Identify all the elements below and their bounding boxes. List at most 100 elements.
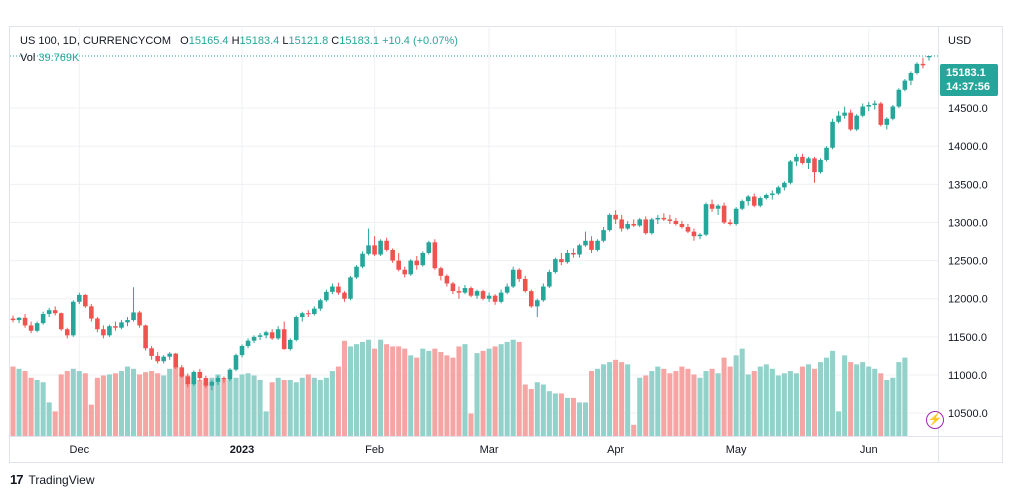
legend-low-label: L [282, 35, 289, 47]
volume-bar [830, 350, 836, 436]
volume-bar [167, 368, 173, 436]
candle-body [631, 223, 636, 226]
candle-body [287, 339, 293, 350]
volume-bar [293, 382, 299, 436]
volume-bar [582, 402, 589, 436]
candle-body [619, 219, 624, 229]
volume-bar [131, 368, 137, 436]
candle-body [161, 356, 166, 362]
candle-body [800, 156, 805, 163]
candle-body [119, 322, 124, 328]
volume-bar [709, 368, 715, 436]
candle-body [872, 103, 878, 106]
volume-bar [811, 368, 818, 436]
volume-bar [546, 391, 552, 436]
volume-bar [173, 366, 179, 436]
legend-vol-label: Vol [20, 52, 36, 64]
volume-bar [275, 377, 281, 436]
volume-bar [197, 380, 203, 436]
candle-body [46, 310, 52, 314]
candle-body [58, 313, 64, 330]
volume-bar [733, 355, 739, 436]
candle-body [239, 346, 245, 356]
candle-body [601, 230, 606, 241]
volume-bar [359, 341, 366, 436]
volume-bar [311, 377, 317, 436]
volume-bar [601, 364, 607, 436]
volume-bar [28, 377, 34, 436]
candle-body [739, 201, 745, 209]
volume-bar [341, 340, 347, 436]
volume-bar [396, 346, 402, 436]
legend-volume: Vol 39.769K [20, 52, 79, 64]
volume-bar [263, 411, 269, 436]
tradingview-brand[interactable]: 17 TradingView [10, 472, 95, 487]
volume-bar [848, 362, 854, 436]
volume-bar [456, 346, 462, 436]
candle-body [450, 283, 456, 292]
volume-bar [793, 373, 799, 436]
candle-body [770, 193, 775, 196]
volume-bar [872, 368, 878, 436]
candle-body [203, 378, 209, 386]
volume-bar [179, 373, 185, 436]
volume-bar [486, 348, 492, 436]
candle-body [866, 105, 872, 107]
volume-bar [522, 384, 528, 436]
volume-bar [88, 404, 94, 436]
volume-bar [221, 380, 227, 436]
candle-body [776, 187, 781, 194]
volume-bar [390, 346, 396, 436]
candle-body [559, 259, 564, 263]
candle-body [420, 252, 426, 266]
volume-bar [498, 344, 504, 436]
volume-bar [679, 366, 685, 436]
last-price-tag: 15183.1 14:37:56 [940, 64, 998, 96]
volume-bar [691, 374, 697, 436]
volume-bar [468, 413, 474, 436]
candle-body [890, 106, 896, 119]
candle-body [468, 288, 474, 296]
volume-bar [613, 359, 619, 436]
volume-bar [805, 364, 811, 436]
candle-body [926, 55, 932, 58]
candle-body [510, 269, 516, 287]
lightning-icon[interactable]: ⚡ [926, 411, 944, 429]
volume-bar [287, 380, 293, 436]
x-tick-label: Mar [480, 444, 499, 456]
candle-body [354, 266, 359, 278]
candle-body [414, 260, 420, 266]
candle-body [751, 196, 757, 206]
volume-bar [269, 382, 275, 436]
candle-body [95, 318, 100, 330]
candle-body [215, 378, 221, 382]
candle-body [432, 242, 438, 269]
candle-body [878, 103, 884, 125]
candle-body [107, 326, 112, 336]
volume-bar [251, 375, 257, 436]
volume-bar [64, 371, 70, 436]
candle-body [884, 118, 890, 125]
candle-body [860, 106, 865, 116]
candle-body [384, 240, 389, 250]
candle-body [522, 278, 528, 292]
volume-bar [52, 411, 58, 436]
candle-body [396, 260, 401, 270]
volume-bar [366, 339, 372, 436]
candle-body [613, 214, 618, 220]
candle-body [583, 240, 588, 246]
volume-bar [763, 364, 769, 436]
volume-bar [245, 373, 251, 436]
volume-bar [372, 348, 378, 436]
x-tick-label: 2023 [230, 444, 254, 456]
candle-body [342, 292, 347, 299]
volume-bar [751, 371, 757, 436]
volume-bar [721, 357, 727, 436]
volume-bar [492, 346, 498, 436]
candle-body [28, 325, 34, 331]
candle-body [721, 205, 727, 223]
volume-bar [143, 372, 149, 436]
candle-body [191, 371, 197, 385]
volume-bar [124, 366, 131, 436]
